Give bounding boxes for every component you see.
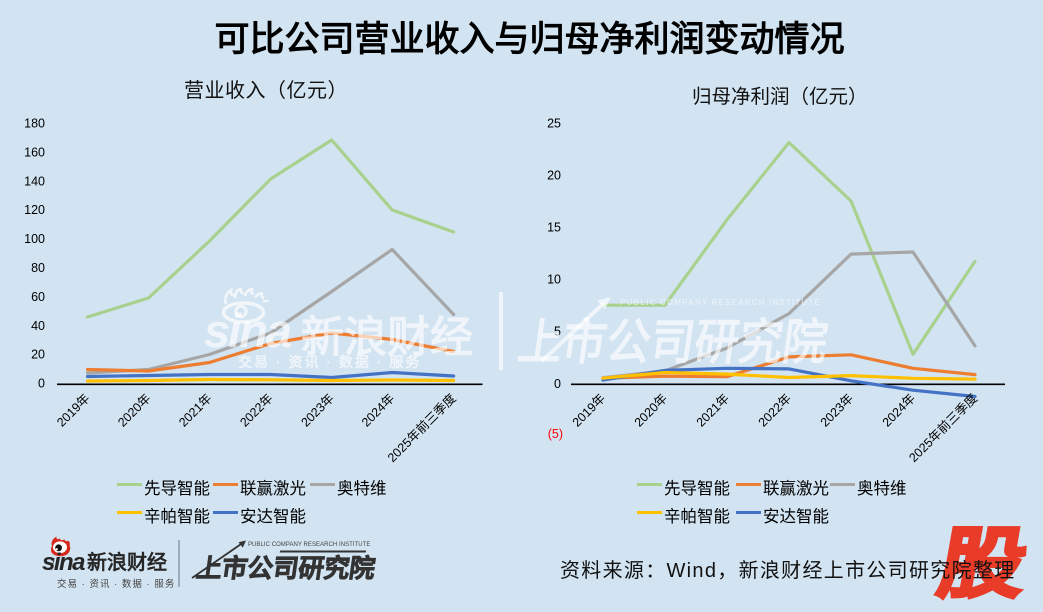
svg-text:0: 0 [554,377,561,391]
svg-text:10: 10 [547,273,561,287]
svg-text:25: 25 [547,116,561,130]
svg-text:20: 20 [547,168,561,182]
svg-text:140: 140 [24,174,45,188]
svg-text:20: 20 [31,348,45,362]
svg-text:15: 15 [547,221,561,235]
svg-text:40: 40 [31,319,45,333]
svg-text:0: 0 [38,377,45,391]
svg-text:180: 180 [24,117,45,131]
svg-text:新浪财经: 新浪财经 [87,550,167,574]
svg-text:PUBLIC COMPANY RESEARCH INSTIT: PUBLIC COMPANY RESEARCH INSTITUTE [248,542,370,548]
svg-text:(5): (5) [548,427,563,441]
svg-text:80: 80 [31,261,45,275]
svg-text:120: 120 [24,203,45,217]
svg-text:160: 160 [24,145,45,159]
svg-text:60: 60 [31,290,45,304]
svg-text:交易 · 资讯 · 数据 · 服务: 交易 · 资讯 · 数据 · 服务 [57,578,175,590]
svg-text:100: 100 [24,232,45,246]
svg-text:上市公司研究院: 上市公司研究院 [195,553,378,583]
svg-text:sina: sina [42,549,85,576]
